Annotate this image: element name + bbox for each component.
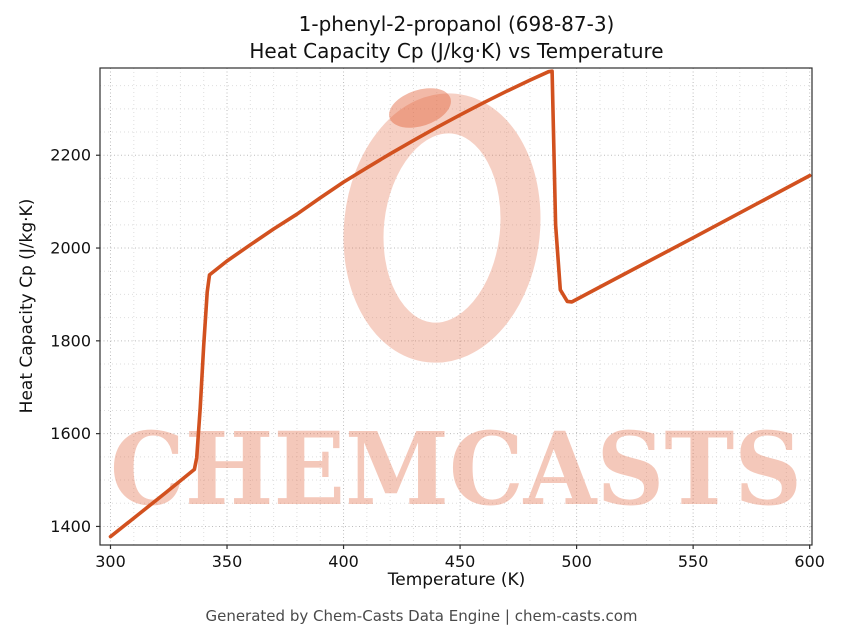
watermark-ring-icon	[343, 93, 541, 363]
chart-title: 1-phenyl-2-propanol (698-87-3) Heat Capa…	[70, 11, 843, 65]
major-gridlines	[100, 68, 812, 545]
watermark: CHEMCASTS	[110, 88, 802, 528]
y-tick-label: 2000	[50, 239, 91, 258]
y-tick-label: 2200	[50, 146, 91, 165]
x-tick-label: 600	[794, 552, 825, 571]
chart-title-line1: 1-phenyl-2-propanol (698-87-3)	[298, 12, 615, 36]
x-tick-label: 300	[95, 552, 126, 571]
tick-labels: 300 350 400 450 500 550 600 1400 1600 1800 2000 220…	[50, 146, 825, 571]
y-tick-label: 1800	[50, 331, 91, 350]
x-axis-label: Temperature (K)	[387, 570, 526, 590]
tick-marks	[96, 154, 811, 549]
x-tick-label: 550	[678, 552, 709, 571]
y-axis-label: Heat Capacity Cp (J/kg·K)	[17, 198, 37, 414]
x-tick-label: 400	[328, 552, 359, 571]
axes-frame	[99, 67, 813, 546]
chart-title-line2: Heat Capacity Cp (J/kg·K) vs Temperature	[249, 39, 664, 63]
x-tick-label: 500	[561, 552, 592, 571]
x-tick-label: 450	[445, 552, 476, 571]
x-tick-label: 350	[212, 552, 243, 571]
minor-gridlines	[100, 68, 812, 545]
y-tick-label: 1600	[50, 424, 91, 443]
watermark-text: CHEMCASTS	[110, 410, 802, 528]
watermark-ring-blob-icon	[389, 88, 451, 128]
cp-vs-temperature-line	[108, 69, 812, 539]
y-tick-label: 1400	[50, 517, 91, 536]
footer-text: Generated by Chem-Casts Data Engine | ch…	[205, 607, 638, 625]
